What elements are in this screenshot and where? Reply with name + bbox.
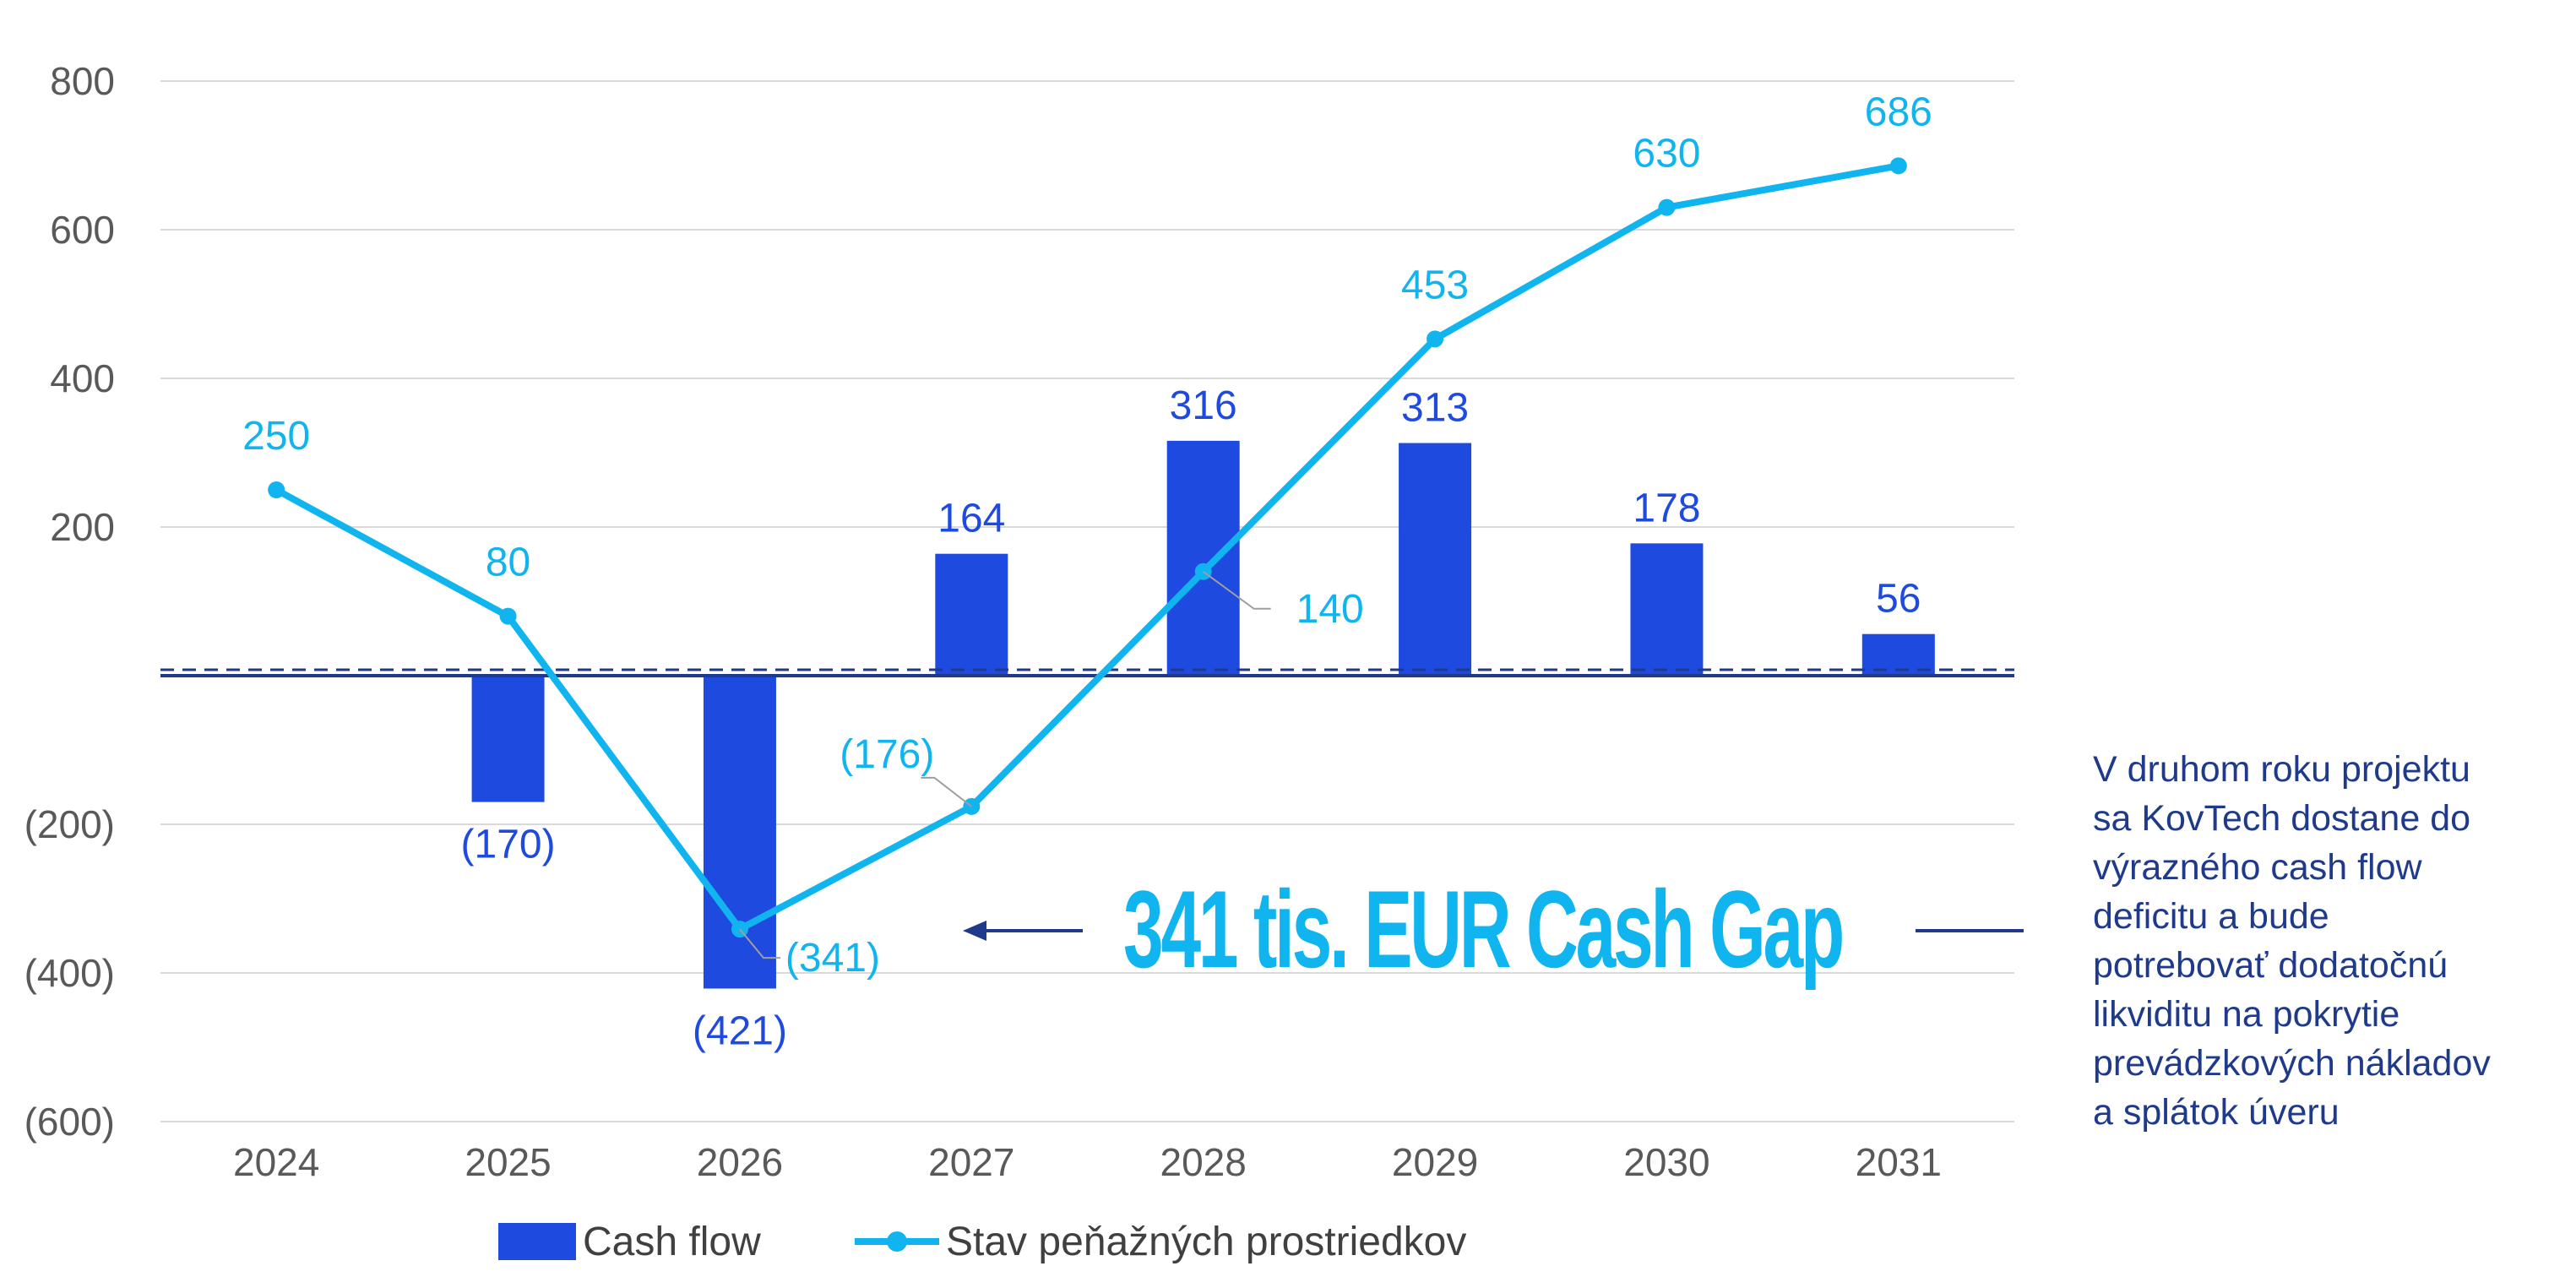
cash-balance-polyline: [274, 162, 1899, 933]
cash-flow-bar: [1399, 443, 1472, 676]
x-tick-label: 2026: [697, 1140, 783, 1184]
cash-balance-point: [499, 607, 517, 625]
cash-gap-callout: 341 tis. EUR Cash Gap: [1123, 867, 1845, 991]
y-axis-ticks: 800 600 400 200 (200) (400) (600): [24, 59, 115, 1144]
cash-flow-data-label: (170): [461, 823, 556, 867]
label-leaders: [739, 570, 1271, 959]
cash-flow-data-label: 164: [937, 497, 1005, 541]
cash-balance-data-label: 140: [1296, 587, 1364, 632]
cash-flow-bar: [471, 676, 545, 802]
data-labels: (170) (421) 164 316 313 178 56 250 80 (341) (176) 1…: [242, 90, 1932, 1053]
legend-line-marker: [887, 1231, 907, 1252]
cash-flow-data-label: 56: [1876, 577, 1921, 622]
x-tick-label: 2024: [233, 1140, 319, 1184]
zero-baseline: [160, 668, 2014, 677]
cash-balance-data-label: 686: [1865, 90, 1932, 134]
legend-bar-swatch: [498, 1223, 576, 1260]
cash-balance-data-label: 453: [1401, 263, 1469, 307]
gridlines: [160, 80, 2014, 1122]
cash-balance-point: [1658, 198, 1676, 216]
legend-label-cash-flow: Cash flow: [583, 1220, 761, 1264]
x-tick-label: 2030: [1623, 1140, 1709, 1184]
cash-flow-data-label: 316: [1170, 383, 1237, 428]
x-tick-label: 2028: [1160, 1140, 1247, 1184]
x-tick-label: 2025: [465, 1140, 551, 1184]
y-tick-label: 800: [50, 59, 115, 103]
cash-flow-bar: [1630, 543, 1704, 676]
cash-gap-arrowhead: [963, 921, 986, 941]
cash-balance-data-label: (176): [840, 732, 934, 777]
cash-balance-point: [1427, 330, 1444, 348]
x-tick-label: 2027: [928, 1140, 1014, 1184]
cash-gap-arrows: [963, 921, 2024, 941]
cash-balance-data-label: (341): [785, 936, 880, 981]
cash-flow-data-label: (421): [693, 1008, 787, 1053]
cash-flow-data-label: 313: [1401, 386, 1469, 431]
x-axis-ticks: 2024 2025 2026 2027 2028 2029 2030 2031: [233, 1140, 1942, 1184]
cash-balance-data-label: 630: [1633, 132, 1700, 177]
legend: Cash flow Stav peňažných prostriedkov: [498, 1220, 1466, 1264]
cash-balance-line: [268, 157, 1907, 938]
y-tick-label: (600): [24, 1100, 115, 1144]
label-leader-line: [1203, 570, 1271, 610]
cash-flow-bar: [1166, 440, 1240, 676]
label-leader-line: [739, 928, 780, 959]
x-tick-label: 2029: [1392, 1140, 1478, 1184]
y-tick-label: (400): [24, 951, 115, 995]
cash-flow-bar: [703, 676, 776, 989]
legend-label-cash-balance: Stav peňažných prostriedkov: [946, 1220, 1466, 1264]
cash-balance-point: [1889, 157, 1907, 175]
label-leader-line: [921, 776, 972, 807]
x-tick-label: 2031: [1856, 1140, 1942, 1184]
y-tick-label: (200): [24, 802, 115, 846]
side-note: V druhom roku projektu sa KovTech dostan…: [2093, 749, 2491, 1133]
y-tick-label: 200: [50, 505, 115, 549]
cash-flow-data-label: 178: [1633, 486, 1700, 530]
cash-balance-point: [268, 481, 285, 498]
cash-flow-bar: [935, 553, 1008, 676]
y-tick-label: 600: [50, 208, 115, 252]
cash-balance-data-label: 250: [242, 414, 310, 459]
y-tick-label: 400: [50, 356, 115, 400]
cash-balance-data-label: 80: [486, 541, 530, 585]
